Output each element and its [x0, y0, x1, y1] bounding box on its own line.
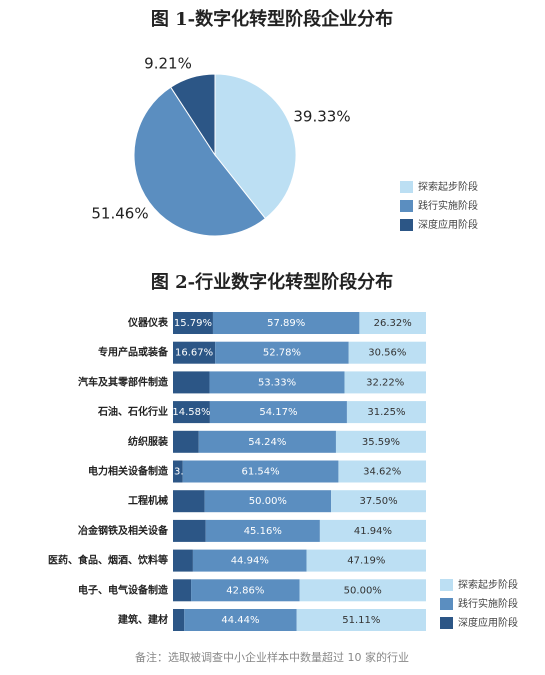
y-tick-label: 专用产品或装备 [98, 346, 169, 359]
note: 备注：选取被调查中小企业样本中数量超过 10 家的行业 [135, 650, 409, 664]
bar-segment [173, 490, 205, 513]
legend-swatch [400, 181, 413, 193]
legend-label: 践行实施阶段 [458, 597, 518, 610]
data-label: 54.17% [259, 407, 297, 418]
legend-swatch [400, 219, 413, 231]
y-tick-label: 纺织服装 [128, 435, 168, 448]
data-label: 51.46% [91, 205, 148, 223]
bar-segment [331, 490, 426, 513]
data-label: 45.16% [244, 526, 282, 537]
bar-segment [296, 609, 426, 631]
legend-label: 深度应用阶段 [458, 616, 518, 629]
data-label: 53.33% [258, 377, 296, 388]
y-tick-label: 冶金钢铁及相关设备 [78, 524, 169, 537]
y-tick-label: 石油、石化行业 [97, 405, 168, 418]
data-label: 54.24% [248, 437, 286, 448]
bar-segment [173, 312, 213, 334]
bar-segment [209, 401, 347, 424]
bar-segment [299, 579, 426, 602]
bar-segment [204, 490, 332, 513]
data-label: 50.00% [344, 585, 382, 596]
data-label: 34.62% [363, 467, 401, 478]
pie-slice [133, 86, 267, 237]
chart-title: 图 2-行业数字化转型阶段分布 [151, 271, 393, 293]
data-label: 61.54% [242, 467, 280, 478]
bar-segment [173, 430, 199, 453]
data-label: 37.50% [359, 496, 397, 507]
data-label: 14.58% [172, 407, 210, 418]
data-label: 47.19% [347, 556, 385, 567]
data-label: 50.00% [249, 496, 287, 507]
bar-segment [173, 341, 216, 364]
data-label: 31.25% [367, 407, 405, 418]
bar-segment [344, 371, 426, 394]
y-tick-label: 医药、食品、烟酒、饮料等 [48, 554, 168, 567]
y-tick-label: 电子、电气设备制造 [78, 583, 169, 596]
legend-swatch [440, 617, 453, 629]
bar-segment [173, 519, 206, 542]
bar-segment [335, 430, 426, 453]
bar-segment [184, 609, 297, 631]
y-tick-label: 建筑、建材 [117, 613, 168, 626]
bar-segment [338, 460, 427, 483]
data-label: 52.78% [263, 348, 301, 359]
legend-swatch [440, 579, 453, 591]
data-label: 16.67% [175, 348, 213, 359]
legend-swatch [440, 598, 453, 610]
pie-slice [214, 73, 297, 220]
y-tick-label: 汽车及其零部件制造 [78, 375, 169, 388]
bar-segment [359, 312, 426, 334]
bar-segment [173, 371, 210, 394]
bar-segment [198, 430, 336, 453]
bar-segment [191, 579, 300, 602]
bar-segment [205, 519, 320, 542]
y-tick-label: 仪器仪表 [127, 316, 169, 329]
bar-segment [173, 401, 210, 424]
bar-segment [173, 549, 193, 572]
data-label: 39.33% [293, 108, 350, 126]
chart-title: 图 1-数字化转型阶段企业分布 [151, 8, 393, 30]
data-label: 42.86% [226, 585, 264, 596]
bar-segment [173, 609, 185, 631]
bar-segment [348, 341, 427, 364]
pie-slice [170, 73, 216, 157]
bar-segment [319, 519, 426, 542]
legend-label: 践行实施阶段 [418, 199, 478, 212]
data-label: 30.56% [368, 348, 406, 359]
bar-segment [346, 401, 426, 424]
data-label: 9.21% [144, 55, 192, 73]
data-label: 35.59% [362, 437, 400, 448]
data-label: 26.32% [374, 318, 412, 329]
legend-label: 探索起步阶段 [458, 578, 518, 591]
y-tick-label: 工程机械 [128, 494, 168, 507]
legend-label: 探索起步阶段 [418, 180, 478, 193]
data-label: 15.79% [174, 318, 212, 329]
bar-segment [212, 312, 360, 334]
data-label: 51.11% [342, 615, 380, 626]
data-label: 32.22% [366, 377, 404, 388]
bar-segment [209, 371, 345, 394]
data-label: 41.94% [354, 526, 392, 537]
bar-segment [173, 579, 192, 602]
bar-segment [306, 549, 426, 572]
bar-segment [182, 460, 339, 483]
bar-segment [215, 341, 349, 364]
bar-segment [173, 460, 183, 483]
y-tick-label: 电力相关设备制造 [88, 465, 169, 478]
legend-swatch [400, 200, 413, 212]
legend-label: 深度应用阶段 [418, 218, 478, 231]
data-label: 44.44% [221, 615, 259, 626]
data-label: 57.89% [267, 318, 305, 329]
bar-segment [192, 549, 307, 572]
data-label: 44.94% [231, 556, 269, 567]
